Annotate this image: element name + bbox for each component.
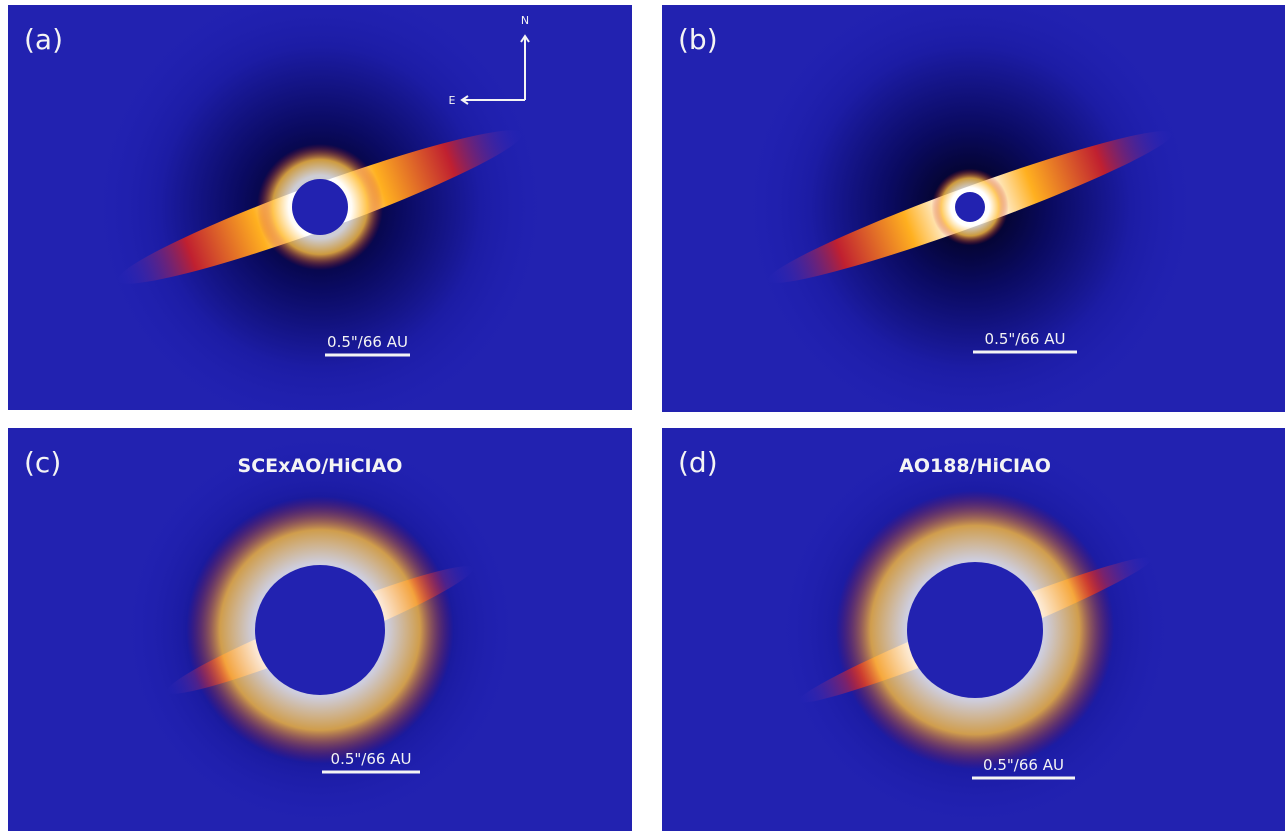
image-panel: (b) 0.5"/66 AU bbox=[662, 0, 1285, 437]
scale-bar-label: 0.5"/66 AU bbox=[983, 756, 1064, 774]
scale-bar-label: 0.5"/66 AU bbox=[327, 333, 408, 351]
figure: (a) 0.5"/66 AU N E (b) 0.5"/66 AU (c) SCExAO/Hi… bbox=[0, 0, 1286, 831]
panel-content bbox=[775, 430, 1175, 830]
scale-bar-label: 0.5"/66 AU bbox=[331, 750, 412, 768]
coronagraph-mask bbox=[907, 562, 1043, 698]
panel-content bbox=[120, 430, 520, 830]
panel-label: (b) bbox=[678, 23, 718, 56]
scale-bar-label: 0.5"/66 AU bbox=[985, 330, 1066, 348]
coronagraph-mask bbox=[255, 565, 385, 695]
coronagraph-mask bbox=[955, 192, 985, 222]
panel-label: (c) bbox=[24, 446, 61, 479]
panel-title: SCExAO/HiCIAO bbox=[238, 455, 403, 477]
image-panel: (d) AO188/HiCIAO 0.5"/66 AU bbox=[662, 428, 1285, 831]
compass-north: N bbox=[521, 14, 529, 27]
compass-east: E bbox=[449, 94, 456, 107]
panel-title: AO188/HiCIAO bbox=[899, 455, 1051, 477]
panel-label: (d) bbox=[678, 446, 718, 479]
panel-label: (a) bbox=[24, 23, 63, 56]
image-panel: (a) 0.5"/66 AU N E bbox=[8, 0, 632, 437]
coronagraph-mask bbox=[292, 179, 348, 235]
image-panel: (c) SCExAO/HiCIAO 0.5"/66 AU bbox=[8, 428, 632, 831]
